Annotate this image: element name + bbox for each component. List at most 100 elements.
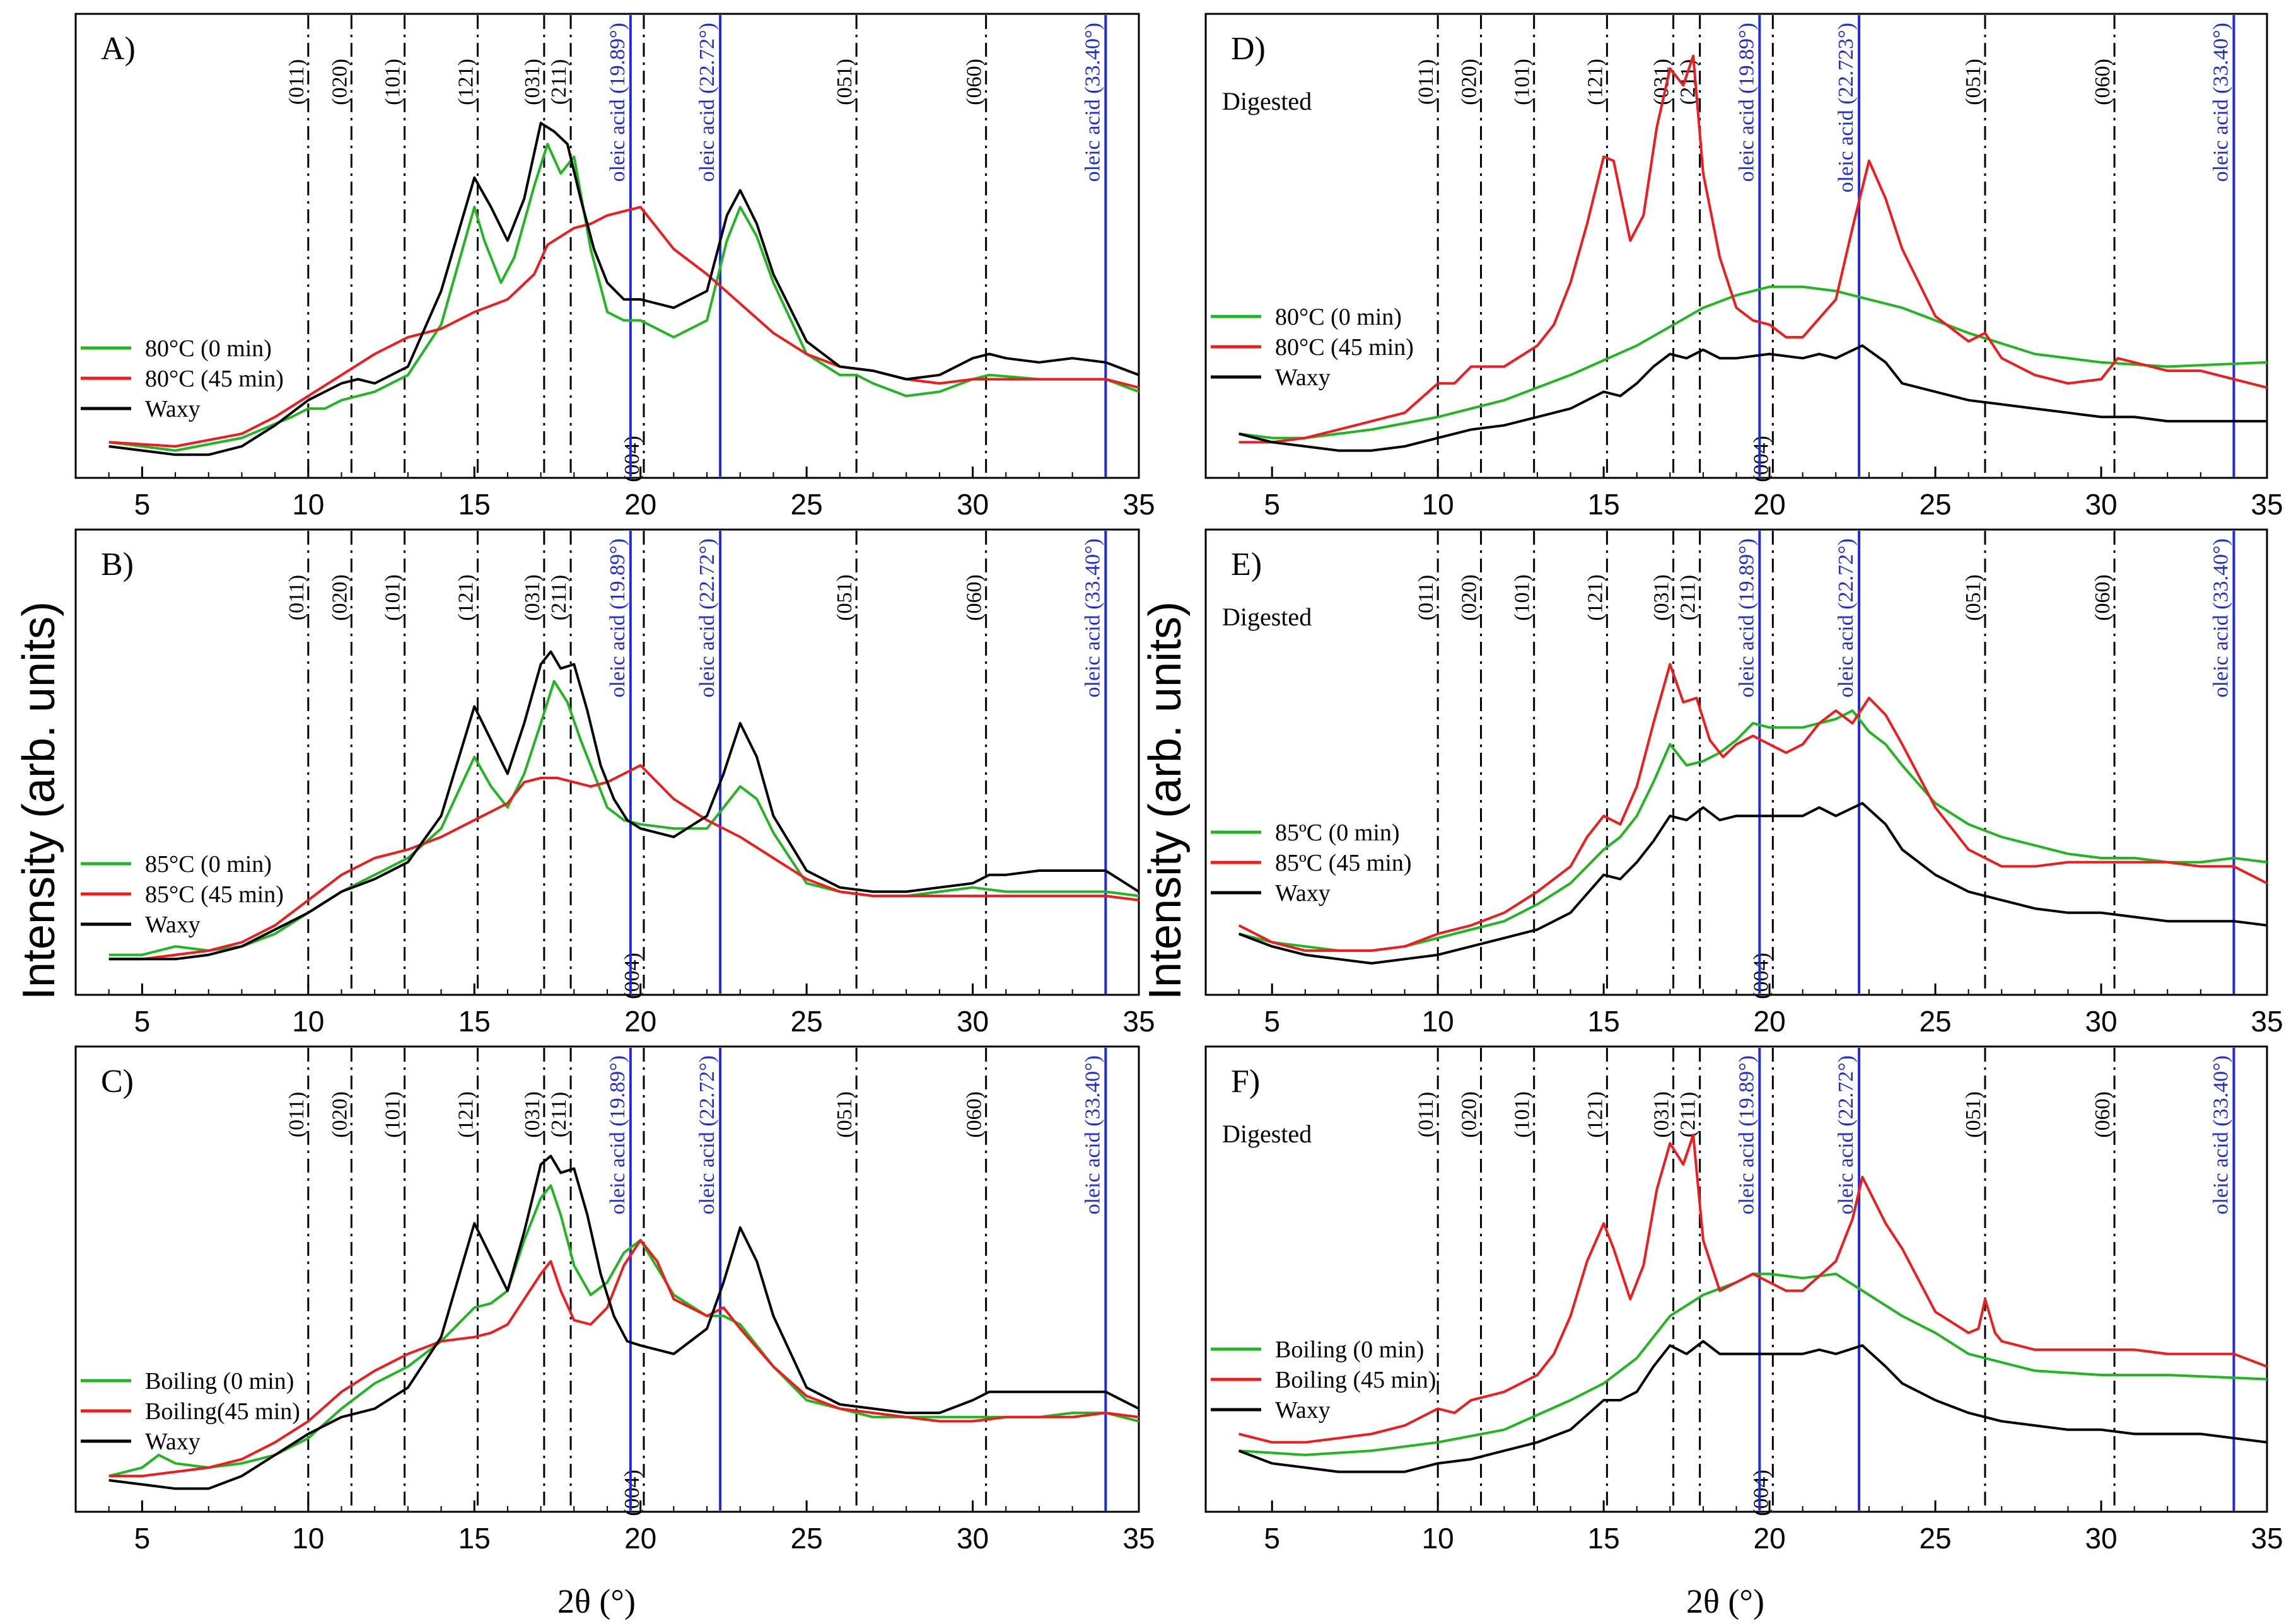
plane-label: (031) xyxy=(521,1091,544,1138)
plane-label: (004) xyxy=(621,1470,644,1516)
plane-label: (004) xyxy=(1749,1470,1773,1516)
x-axis-label-right: 2θ (°) xyxy=(1686,1582,1764,1620)
panel-letter: B) xyxy=(101,547,134,583)
legend-label: Waxy xyxy=(145,1429,201,1455)
plane-label: (051) xyxy=(1962,1091,1985,1138)
y-axis-label-left: Intensity (arb. units) xyxy=(14,601,64,1000)
legend-label: Waxy xyxy=(145,396,201,422)
x-tick-label: 10 xyxy=(1422,488,1454,521)
legend-label: Waxy xyxy=(1275,1397,1331,1424)
legend-label: 80°C (0 min) xyxy=(145,335,272,362)
panel-a: 5 10 15 20 25 30 35 (011) (020) (101) (121) (031) (2… xyxy=(74,13,1155,521)
oleic-label: oleic acid (33.40°) xyxy=(2209,538,2232,697)
plane-label: (004) xyxy=(621,953,644,999)
oleic-label: oleic acid (19.89°) xyxy=(606,1055,629,1214)
legend-label: Boiling (45 min) xyxy=(1275,1367,1436,1393)
x-tick-label: 20 xyxy=(624,488,656,521)
series-line-red xyxy=(108,764,1139,961)
plane-label: (020) xyxy=(1458,59,1481,105)
x-tick-label: 10 xyxy=(292,1522,324,1555)
legend-label: 80°C (0 min) xyxy=(1275,304,1402,330)
series-line-green xyxy=(1238,709,2268,952)
x-tick-label: 10 xyxy=(292,488,324,521)
panels-group: 5 10 15 20 25 30 35(011) (020) (101) (121) (031) (2… xyxy=(74,13,2283,1555)
plane-label: (121) xyxy=(1583,1091,1607,1138)
legend-label: 85°C (45 min) xyxy=(145,881,284,908)
y-axis-label-right: Intensity (arb. units) xyxy=(1140,601,1191,1000)
legend-label: Boiling (0 min) xyxy=(1275,1337,1424,1363)
panel-f: 5 10 15 20 25 30 35 (011) (020) (101) (121) (031) (2… xyxy=(1204,1045,2283,1555)
x-tick-label: 35 xyxy=(1122,1005,1155,1038)
x-tick-label: 25 xyxy=(1919,1005,1951,1038)
x-tick-label: 5 xyxy=(1264,1005,1280,1038)
plane-label: (060) xyxy=(963,1091,986,1138)
series-line-green xyxy=(108,142,1139,452)
x-tick-label: 5 xyxy=(1264,488,1280,521)
x-axis-label-left: 2θ (°) xyxy=(557,1582,636,1620)
x-tick-label: 25 xyxy=(791,488,823,521)
oleic-label: oleic acid (19.89°) xyxy=(606,23,629,182)
digested-label: Digested xyxy=(1222,603,1312,631)
oleic-label: oleic acid (33.40°) xyxy=(2209,1055,2232,1214)
plane-label: (011) xyxy=(285,59,308,105)
oleic-label: oleic acid (22.72°) xyxy=(696,23,719,182)
series-line-green xyxy=(108,1184,1139,1478)
x-tick-label: 25 xyxy=(791,1005,823,1038)
plane-label: (121) xyxy=(1583,59,1607,105)
plane-label: (101) xyxy=(1511,59,1534,105)
series-line-black xyxy=(108,650,1140,961)
oleic-label: oleic acid (22.723°) xyxy=(1834,23,1858,192)
panel-letter: C) xyxy=(101,1064,134,1099)
x-tick-label: 35 xyxy=(2251,1522,2283,1555)
digested-label: Digested xyxy=(1222,1120,1312,1148)
panel-d: 5 10 15 20 25 30 35(011) (020) (101) (121) (031) (2… xyxy=(1204,13,2283,521)
x-tick-label: 30 xyxy=(2085,488,2117,521)
x-tick-label: 30 xyxy=(2085,1522,2117,1555)
plane-label: (101) xyxy=(382,59,405,105)
oleic-label: oleic acid (22.72°) xyxy=(1834,1055,1858,1214)
plane-label: (004) xyxy=(621,436,644,482)
plane-label: (051) xyxy=(833,1091,856,1138)
digested-label: Digested xyxy=(1222,87,1312,115)
panel-c: 5 10 15 20 25 30 35 (011) (020) (101) (121) (031) (2… xyxy=(74,1045,1155,1555)
legend-label: 85ºC (0 min) xyxy=(1275,820,1400,846)
x-tick-label: 30 xyxy=(957,488,989,521)
x-tick-label: 10 xyxy=(1422,1005,1454,1038)
legend-label: Boiling (0 min) xyxy=(145,1368,294,1395)
x-tick-label: 35 xyxy=(1122,488,1155,521)
oleic-label: oleic acid (19.89°) xyxy=(1735,23,1758,182)
series-line-black xyxy=(108,122,1139,456)
plane-label: (011) xyxy=(285,575,308,620)
x-tick-label: 30 xyxy=(957,1522,989,1555)
legend-label: 85°C (0 min) xyxy=(145,851,272,878)
panel-letter: A) xyxy=(101,31,136,67)
legend-label: Waxy xyxy=(1275,880,1331,907)
x-tick-label: 35 xyxy=(2251,1005,2283,1038)
plane-label: (020) xyxy=(328,59,351,105)
plane-label: (060) xyxy=(2091,59,2114,105)
plane-label: (011) xyxy=(1414,1092,1438,1137)
oleic-label: oleic acid (22.72°) xyxy=(696,1055,719,1214)
legend-label: Waxy xyxy=(1275,364,1331,391)
x-tick-label: 10 xyxy=(1422,1522,1454,1555)
plane-label: (101) xyxy=(1511,574,1534,621)
x-tick-label: 5 xyxy=(134,488,151,521)
plane-label: (101) xyxy=(382,1091,405,1138)
plane-label: (060) xyxy=(963,59,986,105)
oleic-label: oleic acid (33.40°) xyxy=(1081,23,1104,182)
plane-label: (031) xyxy=(1650,59,1674,105)
x-tick-label: 20 xyxy=(1754,488,1786,521)
plane-label: (121) xyxy=(455,1091,478,1138)
x-tick-label: 20 xyxy=(1754,1522,1786,1555)
plane-label: (121) xyxy=(455,574,478,621)
series-line-red xyxy=(108,1239,1139,1478)
plane-label: (101) xyxy=(1511,1091,1534,1138)
series-line-black xyxy=(1238,1340,2268,1473)
oleic-label: oleic acid (19.89°) xyxy=(606,538,629,697)
legend-label: 85ºC (45 min) xyxy=(1275,850,1412,876)
oleic-label: oleic acid (22.72°) xyxy=(1834,538,1858,697)
x-tick-label: 30 xyxy=(957,1005,989,1038)
series-line-black xyxy=(1238,802,2268,965)
series-line-red xyxy=(1238,663,2268,952)
